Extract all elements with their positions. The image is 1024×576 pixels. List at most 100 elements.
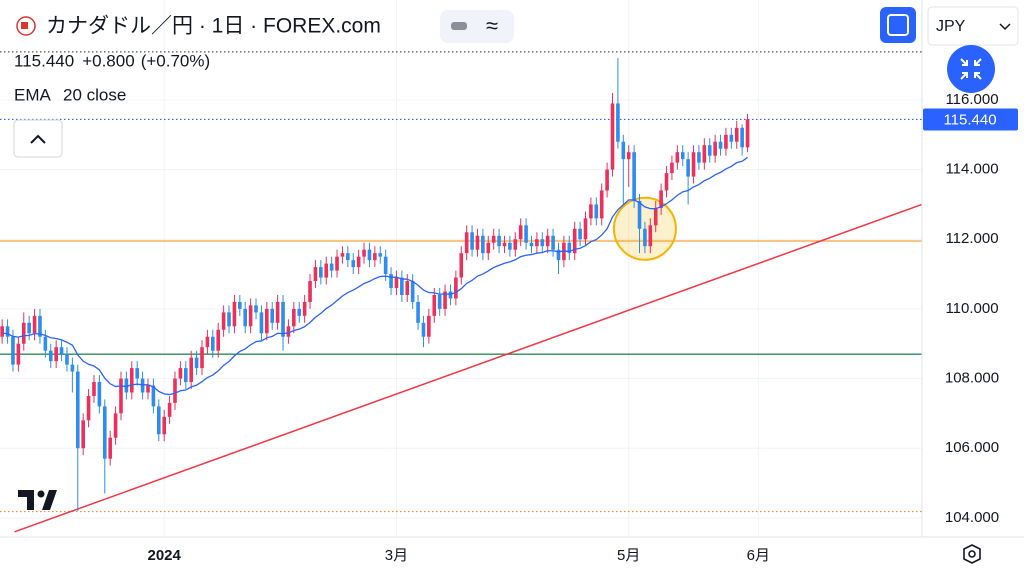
candle-body	[211, 336, 215, 351]
candle-body	[173, 378, 177, 403]
currency-label: JPY	[936, 18, 966, 35]
candle-body	[707, 145, 712, 156]
candle-body	[54, 347, 58, 362]
candle-body	[362, 249, 366, 257]
candle-body	[691, 152, 696, 177]
candle-body	[551, 235, 555, 250]
candle-body	[65, 354, 69, 365]
currency-dropdown[interactable]	[927, 6, 1019, 46]
settings-dot	[968, 550, 976, 558]
candle-body	[659, 190, 663, 208]
candle-body	[286, 326, 291, 337]
candle-body	[589, 204, 593, 219]
candle-body	[670, 162, 674, 174]
candle-body	[346, 253, 350, 261]
candle-body	[621, 141, 626, 160]
candle-body	[216, 329, 221, 351]
candle-body	[129, 368, 134, 393]
candle-body	[540, 239, 545, 247]
fullscreen-button[interactable]	[880, 7, 916, 43]
candle-body	[400, 277, 404, 295]
candle-body	[383, 256, 388, 275]
x-tick-label: 6月	[747, 547, 770, 564]
fullscreen-icon	[887, 14, 909, 36]
candle-body	[454, 277, 458, 299]
candle-body	[643, 228, 647, 247]
indicator-name: EMA	[14, 85, 52, 104]
candle-body	[189, 357, 194, 383]
x-tick-label: 5月	[617, 547, 640, 564]
candle-body	[556, 249, 561, 261]
candle-body	[497, 235, 501, 247]
candle-body	[356, 256, 361, 268]
candle-body	[572, 228, 577, 254]
y-tick-label: 114.000	[945, 161, 998, 178]
candle-body	[297, 308, 302, 316]
logo-t	[18, 490, 34, 510]
candle-body	[178, 368, 183, 379]
candle-body	[351, 260, 356, 268]
indicator-params: 20 close	[63, 85, 126, 104]
chart-title: カナダドル／円 · 1日 · FOREX.com	[46, 15, 381, 38]
candle-body	[535, 239, 539, 247]
logo-dot	[37, 490, 45, 498]
candle-body	[680, 152, 685, 160]
candle-body	[21, 322, 26, 344]
candle-body	[486, 242, 491, 254]
x-tick-label: 2024	[148, 547, 182, 564]
candle-body	[0, 326, 4, 337]
candle-body	[281, 301, 285, 337]
candle-body	[745, 119, 750, 148]
candle-body	[734, 127, 739, 142]
collapse-legend-button[interactable]	[13, 119, 63, 158]
candle-body	[686, 159, 690, 177]
y-tick-label: 108.000	[945, 370, 999, 387]
candle-body	[113, 413, 118, 438]
trend-line	[14, 203, 923, 533]
candle-body	[464, 232, 469, 254]
candle-body	[124, 378, 129, 393]
header-change: +0.800	[82, 51, 134, 70]
candle-body	[248, 305, 253, 327]
candle-body	[108, 437, 112, 459]
candle-body	[648, 225, 653, 247]
header-change-percent: (+0.70%)	[141, 51, 210, 70]
last-price-label: 115.440	[943, 111, 996, 128]
candle-body	[227, 312, 231, 327]
wave-icon: ≈	[486, 13, 498, 38]
flag-leaf	[21, 22, 28, 29]
settings-button[interactable]	[963, 544, 981, 564]
candle-body	[616, 103, 620, 142]
candle-body	[432, 294, 437, 316]
candle-body	[324, 263, 329, 278]
candle-body	[567, 242, 572, 254]
candle-body	[697, 152, 701, 163]
candle-body	[97, 382, 102, 407]
candle-body	[232, 301, 237, 327]
candle-body	[86, 395, 91, 421]
candle-body	[221, 312, 226, 330]
candle-body	[632, 152, 636, 201]
y-tick-label: 106.000	[945, 439, 999, 456]
toggle-button[interactable]	[440, 10, 514, 43]
candle-body	[718, 141, 723, 149]
candle-body	[481, 235, 485, 254]
candle-body	[605, 169, 609, 191]
price-axis-bg	[922, 0, 1024, 576]
logo-v	[42, 490, 57, 510]
candle-body	[102, 406, 107, 459]
candle-body	[470, 232, 474, 250]
candle-body	[410, 281, 415, 302]
last-price-tag	[923, 108, 1018, 131]
candle-body	[156, 406, 161, 435]
dropdown-caret	[999, 23, 1011, 31]
candle-body	[416, 301, 420, 323]
candle-body	[70, 364, 75, 372]
header-price: 115.440	[14, 51, 74, 70]
candle-body	[702, 145, 707, 163]
collapse-button[interactable]	[947, 45, 995, 93]
candle-body	[43, 336, 48, 351]
candle-body	[437, 294, 442, 309]
